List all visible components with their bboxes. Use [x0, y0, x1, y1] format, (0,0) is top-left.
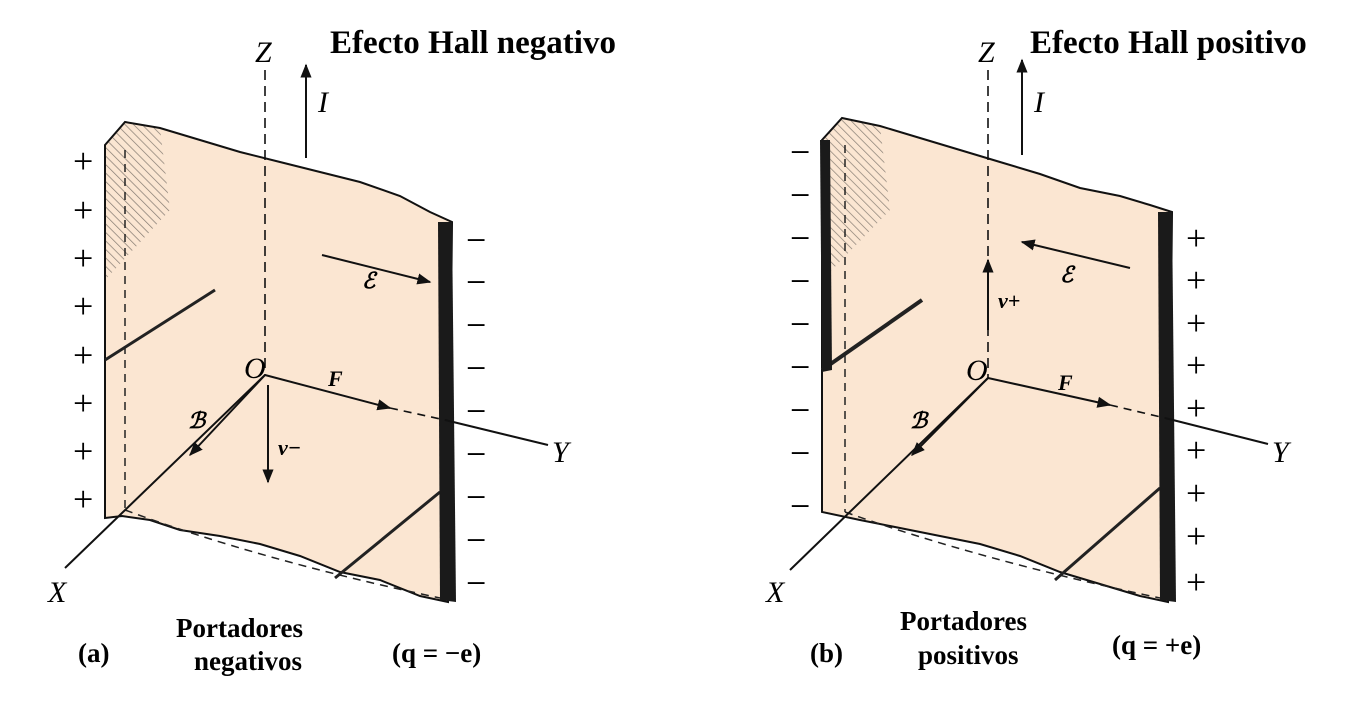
- panel-a-stripe-left: [104, 288, 216, 362]
- panel-b-charge: (q = +e): [1112, 630, 1201, 660]
- charge-sign: −: [466, 220, 486, 260]
- charge-sign: −: [790, 218, 810, 258]
- panel-b: Efecto Hall positivo Z I O v+ X ℬ F Y ℰ: [765, 25, 1307, 670]
- panel-a-hatch: [105, 122, 170, 280]
- panel-a-stripe-bottom: [334, 490, 441, 580]
- panel-b-y-axis: [1164, 417, 1269, 445]
- charge-sign: −: [466, 477, 486, 517]
- panel-a-velocity-label: v−: [278, 435, 301, 460]
- charge-sign: −: [466, 520, 486, 560]
- charge-sign: −: [790, 304, 810, 344]
- panel-a-y-dash: [389, 407, 446, 421]
- charge-sign: −: [466, 563, 486, 603]
- panel-a-current-label: I: [317, 86, 330, 119]
- panel-b-velocity-label: v+: [998, 288, 1020, 313]
- panel-b-title: Efecto Hall positivo: [1030, 25, 1307, 61]
- charge-sign: −: [466, 305, 486, 345]
- panel-b-field-label: ℰ: [1060, 262, 1076, 287]
- charge-sign: +: [73, 238, 93, 278]
- panel-a-y-axis: [444, 419, 549, 446]
- charge-sign: −: [790, 175, 810, 215]
- panel-a-f-arrow: [264, 374, 392, 411]
- panel-b-origin: O: [966, 354, 988, 387]
- panel-a-field-arrow: [321, 254, 432, 285]
- panel-b-z-label: Z: [978, 36, 995, 69]
- panel-a-b-label: ℬ: [188, 408, 208, 433]
- panel-b-right-charges: + + + + + + + + +: [1186, 218, 1206, 602]
- charge-sign: +: [1186, 388, 1206, 428]
- panel-b-y-dash: [1109, 404, 1166, 419]
- panel-a-x-axis: [64, 374, 266, 569]
- charge-sign: +: [73, 286, 93, 326]
- charge-sign: −: [790, 347, 810, 387]
- charge-sign: +: [73, 141, 93, 181]
- charge-sign: −: [790, 486, 810, 526]
- charge-sign: +: [1186, 516, 1206, 556]
- charge-sign: +: [73, 190, 93, 230]
- panel-b-stripe-left: [820, 298, 924, 372]
- panel-a-field-label: ℰ: [362, 268, 378, 293]
- charge-sign: +: [73, 479, 93, 519]
- charge-sign: −: [466, 434, 486, 474]
- charge-sign: −: [790, 132, 810, 172]
- panel-a-charge: (q = −e): [392, 638, 481, 668]
- charge-sign: −: [466, 262, 486, 302]
- panel-a-f-label: F: [327, 366, 343, 391]
- charge-sign: +: [73, 431, 93, 471]
- panel-a-right-edge: [438, 222, 456, 602]
- panel-a-origin: O: [244, 352, 266, 385]
- charge-sign: +: [1186, 303, 1206, 343]
- panel-b-hatch: [822, 118, 890, 280]
- panel-b-label: (b): [810, 638, 843, 668]
- panel-b-current-label: I: [1033, 86, 1046, 119]
- charge-sign: +: [1186, 562, 1206, 602]
- panel-b-f-label: F: [1057, 370, 1073, 395]
- panel-a-carriers-line1: Portadores: [176, 613, 303, 643]
- panel-b-b-label: ℬ: [910, 408, 930, 433]
- panel-b-carriers-line2: positivos: [918, 640, 1019, 670]
- panel-a-label: (a): [78, 638, 109, 668]
- panel-a: Efecto Hall negativo Z I O X ℬ F Y v−: [47, 25, 616, 676]
- panel-b-b-arrow: [911, 377, 989, 456]
- panel-b-carriers-line1: Portadores: [900, 606, 1027, 636]
- charge-sign: +: [1186, 473, 1206, 513]
- panel-a-right-charges: − − − − − − − − −: [466, 220, 486, 603]
- charge-sign: −: [466, 348, 486, 388]
- panel-a-b-arrow: [189, 374, 266, 457]
- charge-sign: −: [466, 391, 486, 431]
- panel-b-y-label: Y: [1272, 436, 1292, 469]
- panel-a-carriers-line2: negativos: [194, 646, 302, 676]
- charge-sign: +: [1186, 345, 1206, 385]
- panel-b-f-arrow: [987, 377, 1112, 408]
- panel-a-title: Efecto Hall negativo: [330, 25, 616, 61]
- panel-b-right-edge: [1158, 212, 1176, 602]
- panel-a-left-charges: + + + + + + + +: [73, 141, 93, 519]
- panel-a-x-label: X: [47, 576, 68, 609]
- charge-sign: +: [1186, 260, 1206, 300]
- panel-a-y-label: Y: [552, 436, 572, 469]
- panel-a-z-label: Z: [255, 36, 272, 69]
- panel-b-left-edge: [820, 140, 832, 372]
- panel-b-stripe-bottom: [1054, 486, 1161, 582]
- charge-sign: +: [1186, 218, 1206, 258]
- charge-sign: −: [790, 390, 810, 430]
- charge-sign: +: [73, 335, 93, 375]
- charge-sign: +: [73, 383, 93, 423]
- panel-b-x-axis: [789, 377, 989, 571]
- panel-b-field-arrow: [1020, 239, 1131, 269]
- panel-b-left-charges: − − − − − − − − −: [790, 132, 810, 526]
- charge-sign: −: [790, 261, 810, 301]
- panel-b-x-label: X: [765, 576, 786, 609]
- charge-sign: +: [1186, 430, 1206, 470]
- charge-sign: −: [790, 433, 810, 473]
